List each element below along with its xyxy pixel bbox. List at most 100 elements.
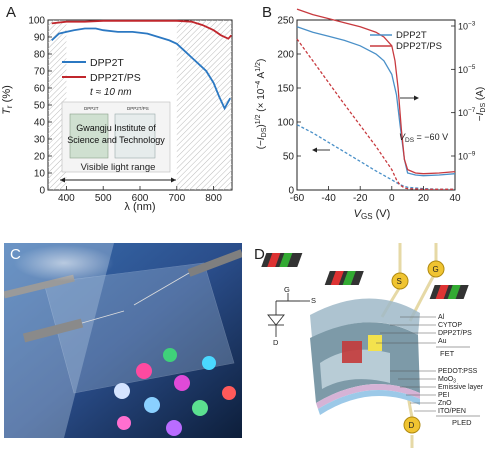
led-green-2 [192, 400, 208, 416]
y-tick-label: 30 [34, 135, 46, 146]
inset-photo: DPP2T DPP2T/PS Gwangju Institute of Scie… [61, 101, 171, 173]
cable-g [408, 243, 438, 322]
probe-arm-right [187, 249, 242, 277]
led-blue [202, 356, 216, 370]
inset-label-dpp2t-ps: DPP2T/PS [127, 106, 149, 111]
series-line-dpp2t [296, 26, 456, 177]
y-tick-label-right: 10−5 [458, 64, 476, 75]
pin-label-d: D [409, 421, 415, 430]
led-pink [136, 363, 152, 379]
y-tick-label-left: 50 [283, 152, 295, 163]
panel-label-d: D [254, 246, 265, 263]
led-red [222, 386, 236, 400]
visible-range-indicator: Visible light range [60, 162, 176, 183]
legend-label-dpp2t-ps: DPP2T/PS [396, 41, 442, 52]
terminal-label-drain: D [273, 338, 279, 347]
plot-frame [296, 19, 456, 191]
pin-label-s: S [397, 277, 402, 286]
y-tick-label: 80 [34, 50, 46, 61]
leader-lines [376, 316, 436, 412]
x-axis-label: VGS (V) [354, 208, 391, 221]
layer-label-al: Al [438, 314, 445, 321]
series-dashed-dpp2t-ps [296, 38, 455, 190]
inset-text-line-2: Science and Technology [67, 135, 165, 145]
series-line-dpp2t [51, 27, 231, 111]
y-tick-label: 20 [34, 152, 46, 163]
thickness-note: t ≈ 10 nm [90, 87, 132, 98]
x-axis-label: λ (nm) [124, 201, 155, 213]
y-tick-label-right: 10−9 [458, 151, 476, 162]
layer-label-cytop: CYTOP [438, 322, 462, 329]
legend: DPP2T DPP2T/PS t ≈ 10 nm [62, 57, 141, 98]
panel-label-c: C [10, 246, 21, 263]
circuit-symbol [267, 293, 310, 337]
device-stack [310, 298, 420, 415]
inset-text-line-1: Gwangju Institute of [76, 123, 156, 133]
panel-label-b: B [262, 4, 273, 21]
y-axis-label: Tr (%) [1, 85, 14, 115]
inset-label-dpp2t: DPP2T [84, 106, 99, 111]
series-line-dpp2t-ps [296, 8, 456, 175]
layer-label-pedot: PEDOT:PSS [438, 368, 478, 375]
visible-range-label: Visible light range [81, 162, 156, 173]
led-purple [166, 420, 182, 436]
led-array [114, 348, 236, 436]
layer-label-au: Au [438, 338, 447, 345]
layer-label-zno: ZnO [438, 400, 452, 407]
layer-label-emissive: Emissive layer [438, 384, 484, 391]
led-magenta [174, 375, 190, 391]
y-tick-label-left: 250 [277, 16, 294, 27]
probe-arm-left [22, 318, 84, 343]
logo-chip-right [429, 285, 469, 299]
layer-label-ito-pen: ITO/PEN [438, 408, 466, 415]
pled-label: PLED [452, 418, 472, 427]
device-photo: C [4, 243, 242, 438]
y-tick-label: 50 [34, 101, 46, 112]
y-tick-label-left: 100 [277, 118, 294, 129]
legend-label-dpp2t: DPP2T [396, 30, 427, 41]
terminal-label-source: S [311, 296, 316, 305]
axis-direction-arrows [312, 95, 419, 153]
film-sample-dpp2t [69, 113, 109, 159]
pin-d [403, 416, 421, 434]
logo-chip-middle [324, 271, 364, 285]
y-tick-label: 40 [34, 118, 46, 129]
pin-label-g: G [433, 265, 439, 274]
y-tick-label-right: 10−7 [458, 107, 476, 118]
flexible-substrate [43, 262, 235, 394]
y-tick-label: 90 [34, 33, 46, 44]
x-tick-label: 40 [449, 193, 461, 204]
legend-label-dpp2t-ps: DPP2T/PS [90, 72, 141, 84]
x-tick-label: 20 [418, 193, 430, 204]
x-tick-label: -40 [321, 193, 336, 204]
device-schematic: D G S D S G D [254, 243, 484, 448]
y-tick-label: 70 [34, 67, 46, 78]
y-tick-label-left: 0 [288, 186, 294, 197]
y-tick-label: 0 [39, 186, 45, 197]
y-tick-label: 60 [34, 84, 46, 95]
x-tick-label: 600 [132, 193, 149, 204]
x-tick-label: -60 [290, 193, 305, 204]
fet-label: FET [440, 349, 455, 358]
panel-label-a: A [6, 4, 17, 21]
layer-label-moo3: MoO3 [438, 376, 456, 385]
film-sample-dpp2t-ps [114, 113, 156, 159]
chart-b: -60 -40 -20 0 20 40 0 50 100 150 200 250 10−3 10−5 10−… [255, 8, 487, 221]
terminal-label-gate: G [284, 285, 290, 294]
y-tick-label-left: 150 [277, 84, 294, 95]
led-white [114, 383, 130, 399]
chart-a: 400 500 600 700 800 0 10 20 30 40 50 60 70 80 90 100 Tr… [1, 16, 233, 213]
pled-layer-labels: PEDOT:PSS MoO3 Emissive layer PEI ZnO IT… [438, 368, 484, 415]
y-tick-label-right: 10−3 [458, 21, 476, 32]
x-tick-label: 400 [58, 193, 75, 204]
y-tick-label: 10 [34, 169, 46, 180]
pin-g [427, 260, 445, 278]
led-pink-2 [117, 416, 131, 430]
vds-annotation: VDS = −60 V [399, 132, 448, 144]
led-green [163, 348, 177, 362]
x-tick-label: 500 [95, 193, 112, 204]
layer-label-pei: PEI [438, 392, 449, 399]
layer-label-dpp2t-ps: DPP2T/PS [438, 330, 472, 337]
y-axis-label-right: −IDS (A) [475, 87, 487, 121]
legend-label-dpp2t: DPP2T [90, 57, 124, 69]
